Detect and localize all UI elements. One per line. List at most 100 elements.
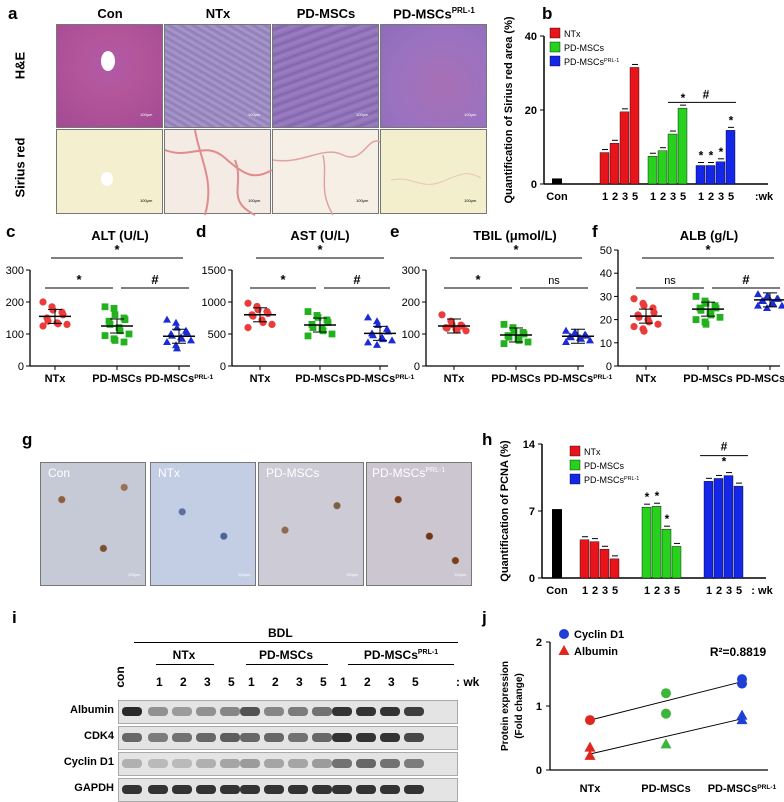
sig-label: ns (548, 275, 560, 287)
y-tick-label: 1 (536, 701, 542, 713)
sig-label: # (353, 272, 361, 287)
pcna-image-ntx (150, 462, 256, 586)
x-tick-label: 5 (674, 585, 680, 597)
data-point (120, 338, 128, 346)
legend-marker (559, 629, 569, 639)
he-image-pd-mscs (272, 24, 379, 128)
y-axis-label: Protein expression (500, 661, 511, 751)
data-point (754, 290, 762, 298)
data-point (254, 306, 262, 314)
x-tick-label: PD-MSCs (491, 373, 541, 385)
blot-band (288, 785, 308, 794)
legend-swatch (569, 473, 581, 485)
panel-letter-e: e (390, 222, 400, 241)
y-tick-label: 100 (402, 329, 420, 341)
y-tick-label: 0 (18, 361, 24, 373)
chart-title: ALT (U/L) (91, 228, 149, 243)
blot-band (332, 759, 352, 768)
col-label-pd-mscs: PD-MSCs (296, 6, 356, 21)
blot-group-line-pd-mscs (246, 664, 328, 665)
fit-line (589, 681, 743, 721)
x-tick-label: 2 (716, 585, 722, 597)
legend-swatch (569, 459, 581, 471)
legend-label: Cyclin D1 (574, 629, 624, 641)
data-point (388, 336, 396, 344)
blot-band (332, 785, 352, 794)
data-point (462, 327, 470, 335)
sirius-fibers-pd-mscs-prl1 (390, 173, 482, 185)
y-tick-label: 100 (6, 329, 24, 341)
col-label-con: Con (97, 6, 123, 21)
data-point (121, 316, 129, 323)
scale-he-pd-mscs: 100μm (356, 112, 369, 117)
blot-band (148, 733, 168, 742)
blot-week-label: 5 (320, 675, 327, 689)
blot-band (312, 759, 332, 768)
blot-band (122, 707, 142, 716)
blot-week-label: 1 (248, 675, 255, 689)
data-point (586, 336, 594, 344)
x-tick-label: 3 (726, 585, 732, 597)
bar-pd-mscs-prl-1-1 (695, 165, 706, 185)
data-point (737, 678, 747, 689)
sig-label: ns (664, 275, 676, 287)
blot-week-label: 1 (156, 675, 163, 689)
data-point (654, 320, 662, 328)
pcna-label-pd-mscs: PD-MSCs (266, 466, 320, 480)
data-point (661, 708, 671, 719)
x-tick-label: PD-MSCs (683, 373, 733, 385)
sirius-fibers-ntx (164, 129, 273, 216)
bar-ntx-5 (609, 558, 620, 579)
scale-sr-pd-mscs-prl1: 100μm (464, 198, 477, 203)
y-tick-label: 20 (600, 315, 612, 327)
data-point (314, 313, 322, 321)
x-tick-label: 2 (654, 585, 660, 597)
sig-label: * (513, 242, 519, 257)
data-point (369, 331, 377, 339)
data-point (163, 338, 171, 345)
row-label-he: H&E (12, 51, 28, 80)
blot-row-label: Albumin (70, 704, 114, 716)
x-tick-label: 1 (602, 191, 608, 203)
data-point (309, 324, 317, 331)
data-point (178, 334, 186, 342)
sig-label: * (475, 272, 481, 287)
blot-band (404, 759, 424, 768)
data-point (754, 301, 762, 309)
chart-b-sirius-red: 0 20 40 Quantification of Sirius red area (… (503, 16, 774, 203)
data-point (264, 309, 272, 318)
he-image-pd-mscs-prl1 (380, 24, 487, 128)
data-point (63, 320, 71, 328)
panel-letter-b: b (542, 4, 553, 23)
y-tick-label: 10 (600, 338, 612, 350)
data-point (116, 327, 124, 335)
x-tick-label: NTx (444, 373, 466, 385)
blot-band (264, 759, 284, 768)
scale-he-ntx: 100μm (248, 112, 261, 117)
blot-band (312, 733, 332, 742)
data-point (304, 332, 312, 340)
blot-band (240, 785, 260, 794)
blot-band (356, 707, 376, 716)
x-tick-label: 5 (632, 191, 638, 203)
he-image-con (56, 24, 163, 128)
data-point (173, 344, 181, 352)
data-point (584, 749, 596, 760)
blot-row-label: CDK4 (84, 730, 114, 742)
data-point (59, 311, 67, 319)
data-point (562, 338, 570, 345)
blot-bdl-label: BDL (268, 626, 293, 640)
scale-he-pd-mscs-prl1: 100μm (464, 112, 477, 117)
legend-marker (558, 645, 570, 655)
blot-band (404, 707, 424, 716)
blot-band (264, 733, 284, 742)
y-tick-label: 0 (536, 765, 542, 777)
blot-strip (118, 752, 458, 776)
legend-swatch (549, 41, 561, 53)
x-tick-label: PD-MSCs (295, 373, 345, 385)
data-point (778, 301, 784, 309)
data-point (500, 340, 508, 347)
data-point (319, 327, 327, 335)
y-tick-label: 7 (529, 506, 535, 518)
